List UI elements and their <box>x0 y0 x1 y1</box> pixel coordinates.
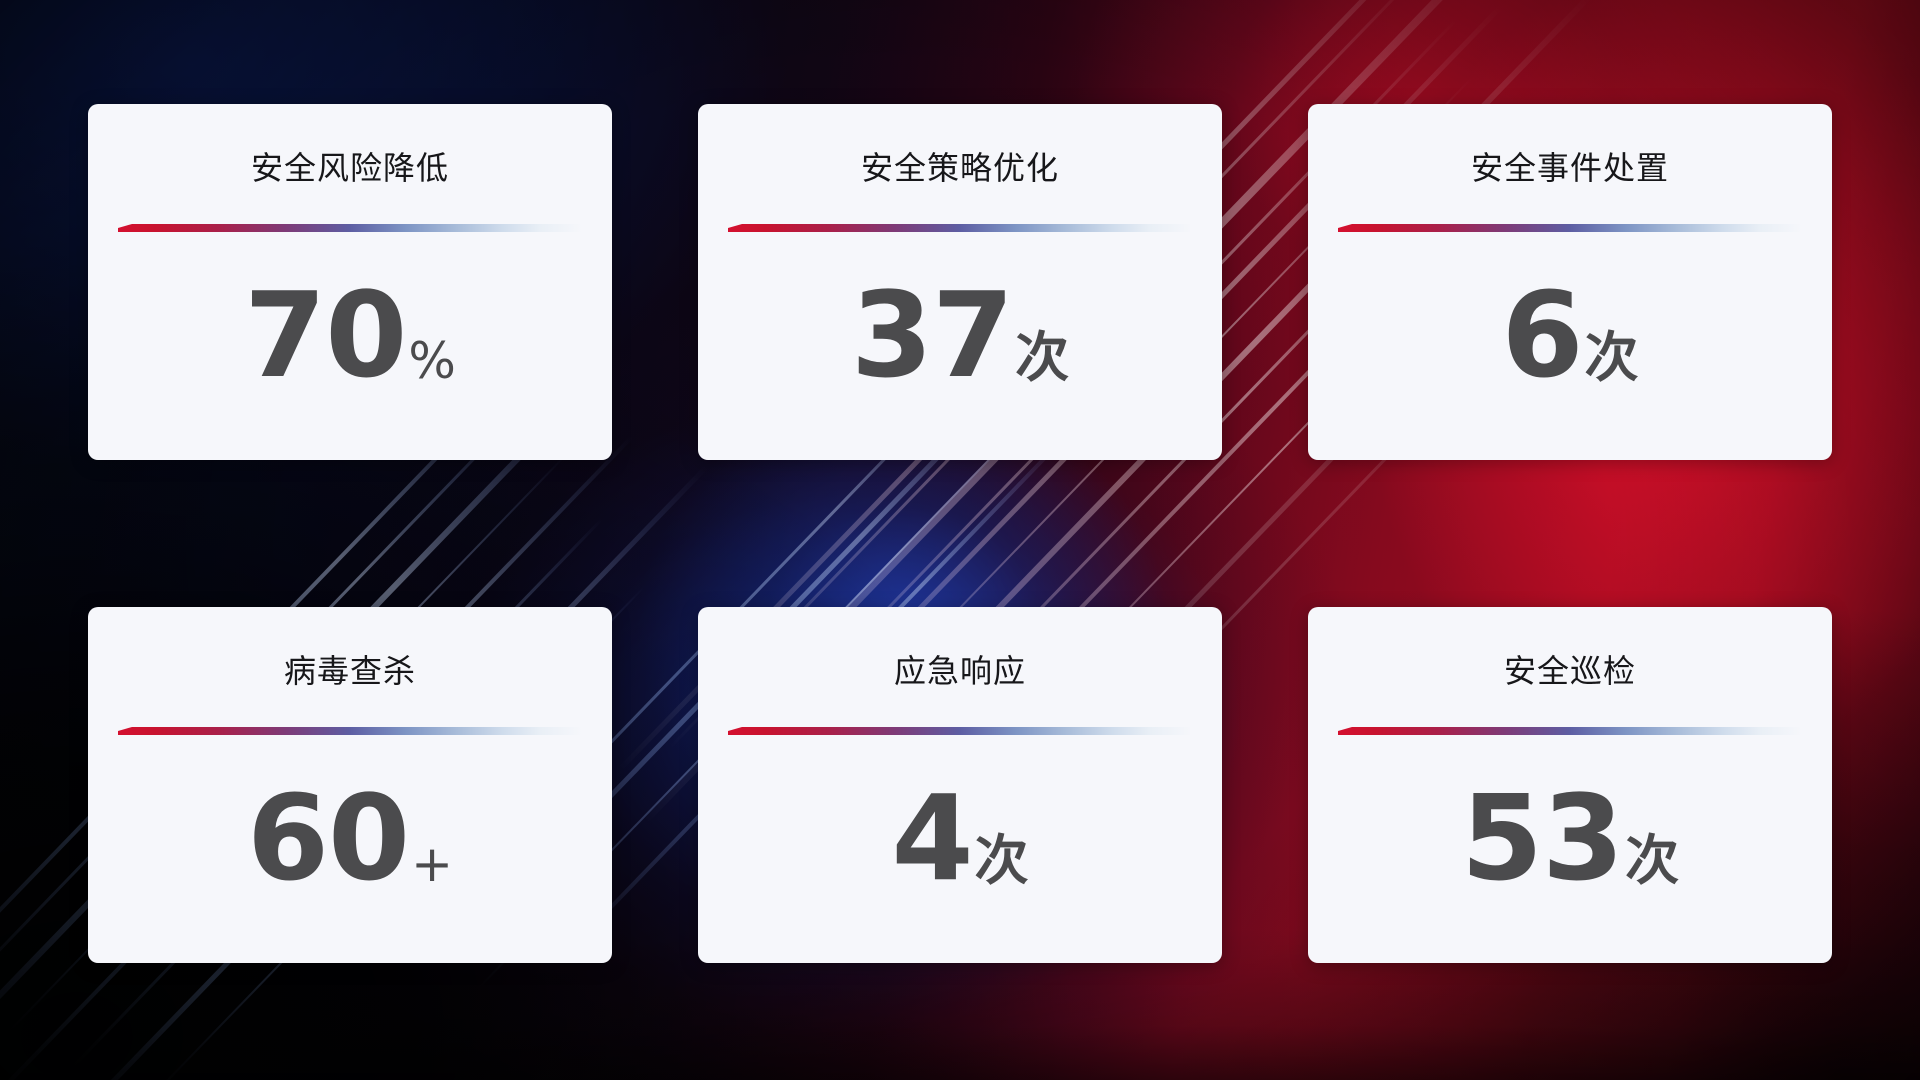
stat-value-suffix: 次 <box>1625 829 1680 892</box>
stat-card-title: 应急响应 <box>893 652 1026 690</box>
stat-card-security-policy-optimization[interactable]: 安全策略优化 37 次 <box>698 104 1222 460</box>
stat-card-grid: 安全风险降低 70 % 安全策略优化 37 次 安全事件处置 <box>88 104 1832 963</box>
stat-card-security-inspection[interactable]: 安全巡检 53 次 <box>1308 607 1832 963</box>
stat-value-number: 6 <box>1501 266 1583 404</box>
stat-card-divider <box>118 224 582 232</box>
stat-card-value-row: 6 次 <box>1501 276 1638 394</box>
stat-card-value-row: 70 % <box>244 276 456 394</box>
stat-card-value-row: 4 次 <box>891 779 1028 897</box>
stat-card-value-row: 60 + <box>247 779 453 897</box>
stat-card-value-row: 37 次 <box>851 276 1069 394</box>
stat-card-divider <box>728 727 1192 735</box>
stat-value-number: 37 <box>850 266 1014 404</box>
stat-card-security-risk-reduction[interactable]: 安全风险降低 70 % <box>88 104 612 460</box>
gradient-rule <box>728 224 1192 232</box>
stat-card-title: 安全风险降低 <box>250 149 449 187</box>
stat-card-virus-scanning[interactable]: 病毒查杀 60 + <box>88 607 612 963</box>
stat-card-divider <box>1338 727 1802 735</box>
stat-card-title: 安全巡检 <box>1503 652 1636 690</box>
stat-card-title: 安全策略优化 <box>860 149 1059 187</box>
gradient-rule <box>1338 224 1802 232</box>
stat-value-number: 53 <box>1460 769 1624 907</box>
stat-card-title: 安全事件处置 <box>1470 149 1669 187</box>
stat-card-value-row: 53 次 <box>1461 779 1679 897</box>
gradient-rule <box>728 727 1192 735</box>
gradient-rule <box>1338 727 1802 735</box>
stat-value-number: 60 <box>246 769 410 907</box>
stat-value-suffix: 次 <box>974 829 1029 892</box>
stat-card-divider <box>1338 224 1802 232</box>
stat-value-number: 70 <box>244 266 407 404</box>
stat-card-emergency-response[interactable]: 应急响应 4 次 <box>698 607 1222 963</box>
stat-card-divider <box>728 224 1192 232</box>
stat-card-title: 病毒查杀 <box>283 652 416 690</box>
gradient-rule <box>118 224 582 232</box>
stat-value-suffix: % <box>408 332 456 390</box>
stat-card-security-incident-handling[interactable]: 安全事件处置 6 次 <box>1308 104 1832 460</box>
stat-value-suffix: + <box>411 835 454 893</box>
stat-value-suffix: 次 <box>1015 326 1070 389</box>
stat-value-number: 4 <box>891 769 973 907</box>
stat-card-divider <box>118 727 582 735</box>
stat-value-suffix: 次 <box>1584 326 1639 389</box>
gradient-rule <box>118 727 582 735</box>
